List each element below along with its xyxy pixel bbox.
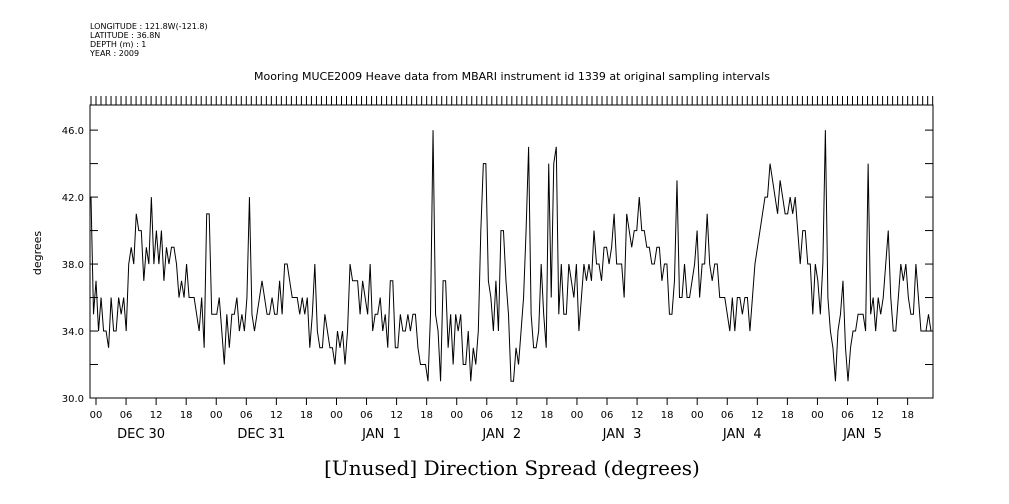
x-hour-label: 12 [390, 410, 403, 421]
y-tick-label: 42.0 [62, 193, 84, 204]
x-hour-label: 06 [480, 410, 493, 421]
y-axis-tick-labels: 30.0 34.0 38.0 42.0 46.0 [62, 126, 84, 405]
x-hour-label: 18 [901, 410, 914, 421]
chart-title: Mooring MUCE2009 Heave data from MBARI i… [254, 70, 770, 83]
x-hour-label: 06 [721, 410, 734, 421]
x-axis-label: [Unused] Direction Spread (degrees) [324, 456, 700, 480]
series-line-direction-spread [90, 130, 932, 382]
x-hour-label: 00 [450, 410, 463, 421]
longitude-text: LONGITUDE : 121.8W(-121.8) [90, 22, 208, 31]
x-day-label: JAN 4 [722, 427, 762, 442]
x-hour-label: 06 [360, 410, 373, 421]
x-hour-label: 06 [841, 410, 854, 421]
x-hour-label: 12 [150, 410, 163, 421]
x-hour-label: 12 [270, 410, 283, 421]
x-hour-label: 18 [661, 410, 674, 421]
x-hour-label: 18 [180, 410, 193, 421]
latitude-text: LATITUDE : 36.8N [90, 31, 161, 40]
x-day-label: DEC 30 [117, 427, 165, 442]
x-hour-label: 00 [210, 410, 223, 421]
x-day-label: JAN 3 [602, 427, 642, 442]
x-hour-label: 18 [781, 410, 794, 421]
x-hour-label: 00 [90, 410, 103, 421]
x-hour-label: 00 [811, 410, 824, 421]
y-tick-label: 38.0 [62, 260, 84, 271]
x-axis-day-labels: DEC 30 DEC 31 JAN 1 JAN 2 JAN 3 JAN 4 JAN 5 [117, 427, 882, 442]
year-text: YEAR : 2009 [90, 49, 140, 58]
x-hour-label: 06 [120, 410, 133, 421]
y-tick-label: 30.0 [62, 394, 84, 405]
plot-border [89, 104, 934, 399]
x-hour-label: 12 [631, 410, 644, 421]
x-day-label: JAN 1 [361, 427, 401, 442]
location-metadata: LONGITUDE : 121.8W(-121.8) LATITUDE : 36… [90, 22, 208, 58]
x-hour-label: 18 [300, 410, 313, 421]
x-hour-label: 00 [330, 410, 343, 421]
x-hour-label: 18 [541, 410, 554, 421]
x-axis-ticks [95, 398, 909, 405]
y-tick-label: 34.0 [62, 327, 84, 338]
y-tick-label: 46.0 [62, 126, 84, 137]
plot-frame [89, 104, 934, 399]
top-minor-ticks [90, 96, 934, 105]
x-hour-label: 12 [751, 410, 764, 421]
x-hour-label: 18 [420, 410, 433, 421]
x-day-label: JAN 2 [481, 427, 521, 442]
x-hour-label: 06 [240, 410, 253, 421]
y-axis-label: degrees [31, 231, 44, 276]
x-hour-label: 00 [691, 410, 704, 421]
x-hour-label: 12 [871, 410, 884, 421]
x-hour-label: 00 [571, 410, 584, 421]
x-day-label: JAN 5 [842, 427, 882, 442]
depth-text: DEPTH (m) : 1 [90, 40, 147, 49]
x-hour-label: 06 [601, 410, 614, 421]
y-axis-ticks [90, 129, 933, 399]
x-day-label: DEC 31 [237, 427, 285, 442]
x-hour-label: 12 [510, 410, 523, 421]
x-axis-hour-labels: 00 06 12 18 00 06 12 18 00 06 12 18 00 06 12 18 00 06 12 18… [90, 410, 914, 421]
